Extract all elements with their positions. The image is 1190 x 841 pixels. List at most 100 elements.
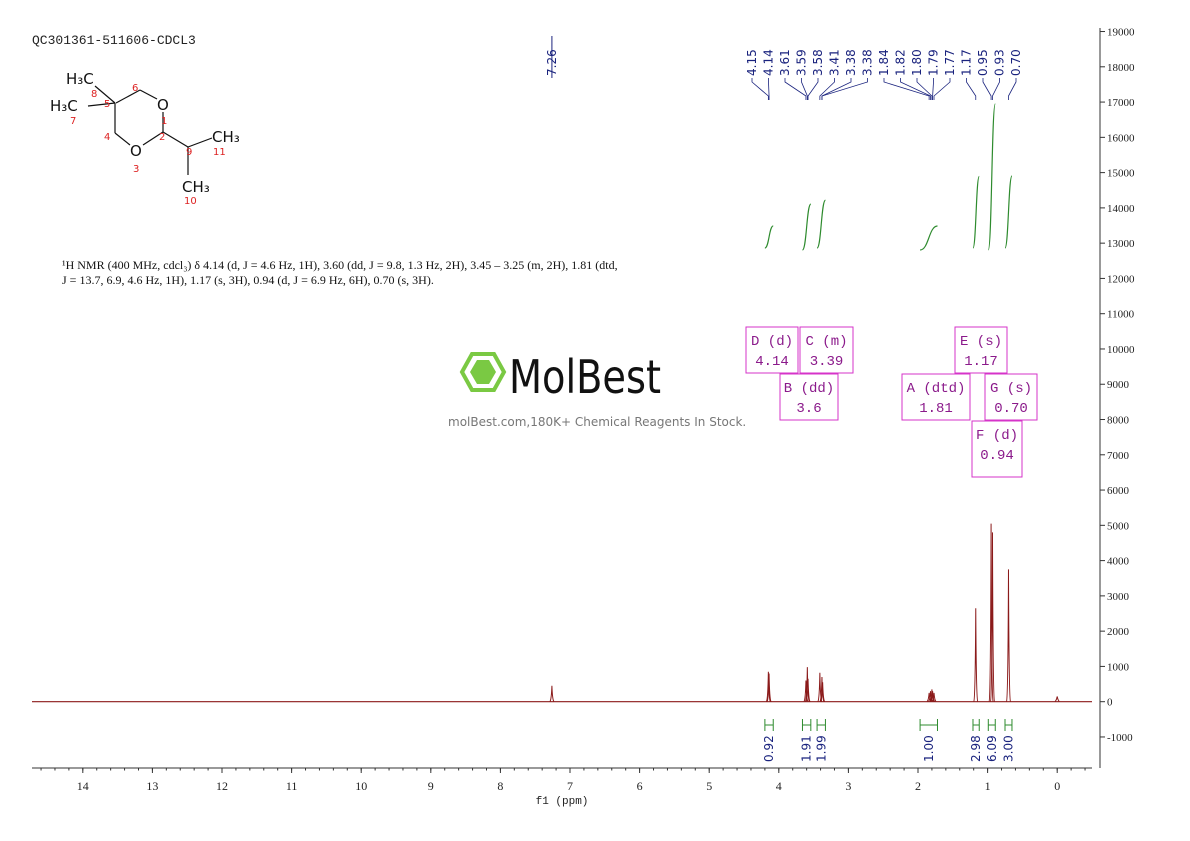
peak-label-connector: [883, 78, 930, 100]
multiplet-box: [954, 326, 1008, 374]
x-tick-label: 9: [428, 779, 434, 793]
x-tick-label: 14: [77, 779, 89, 793]
peak: [930, 691, 936, 702]
peak: [549, 685, 555, 702]
integral-curve: [1004, 175, 1013, 249]
locant: 4: [104, 132, 110, 143]
locant: 8: [91, 89, 97, 100]
integral-bracket: [816, 719, 826, 731]
structure-bonds: [87, 85, 213, 175]
y-tick-label: 17000: [1107, 97, 1135, 109]
integral-label: 2.98: [969, 735, 983, 762]
y-tick-label: 6000: [1107, 485, 1130, 497]
y-tick-label: 16000: [1107, 132, 1135, 144]
peak-label: 3.58: [811, 49, 825, 76]
atom: O: [157, 96, 169, 114]
integral-bracket: [919, 719, 938, 731]
integral-bracket: [801, 719, 812, 731]
atom: H₃C: [66, 70, 94, 88]
y-tick-label: 1000: [1107, 661, 1130, 673]
integral-bracket: [987, 719, 996, 731]
locant: 1: [161, 116, 167, 127]
y-tick-label: 10000: [1107, 344, 1135, 356]
locant: 3: [133, 164, 139, 175]
peak: [988, 523, 994, 702]
x-tick-label: 3: [845, 779, 851, 793]
x-tick-label: 2: [915, 779, 921, 793]
peak-label-connector: [966, 78, 977, 100]
y-tick-label: 0: [1107, 697, 1113, 709]
structure-locants: 8 5 7 6 1 2 4 3 9 11 10: [70, 83, 226, 207]
locant: 9: [186, 147, 192, 158]
multiplet-box: [901, 373, 971, 421]
x-tick-label: 13: [146, 779, 158, 793]
integral-label: 1.99: [814, 735, 828, 762]
peak-label-connector: [768, 78, 770, 100]
peak-label-connector: [784, 78, 807, 100]
x-tick-label: 10: [355, 779, 367, 793]
multiplet-shift: 0.70: [994, 401, 1028, 417]
peak-label: 1.82: [894, 49, 908, 76]
watermark-brand: MolBest: [509, 350, 661, 404]
y-tick-label: 13000: [1107, 238, 1135, 250]
peak-label: 3.59: [795, 49, 809, 76]
multiplet-name: F (d): [976, 428, 1018, 444]
peak: [1005, 569, 1011, 702]
peak-label: 1.77: [943, 49, 957, 76]
peak-label: 3.41: [828, 49, 842, 76]
integral-curve: [816, 199, 827, 249]
atom: CH₃: [182, 178, 210, 196]
integral-bracket: [972, 719, 980, 731]
peak-label-connector: [933, 78, 951, 100]
integral-bracket: [1004, 719, 1013, 731]
x-tick-label: 5: [706, 779, 712, 793]
multiplet-shift: 3.6: [796, 401, 821, 417]
peak-label: 0.70: [1009, 49, 1023, 76]
peak-label: 3.38: [861, 49, 875, 76]
y-tick-label: 15000: [1107, 168, 1135, 180]
multiplet-shift: 0.94: [980, 448, 1014, 464]
peak-label: 4.14: [762, 49, 776, 76]
integral-bracket: [764, 719, 774, 731]
integral-label: 6.09: [985, 735, 999, 762]
y-tick-label: 3000: [1107, 591, 1130, 603]
integral-label: 1.00: [922, 735, 936, 762]
locant: 2: [159, 132, 165, 143]
y-tick-label: 19000: [1107, 27, 1135, 39]
multiplet-box: [779, 373, 839, 421]
locant: 5: [104, 99, 110, 110]
y-tick-label: 5000: [1107, 520, 1130, 532]
peak: [765, 671, 771, 702]
peak-label-connector: [916, 78, 933, 100]
x-tick-label: 4: [776, 779, 782, 793]
peak: [766, 673, 772, 702]
y-tick-label: 7000: [1107, 450, 1130, 462]
chart-title: QC301361-511606-CDCL3: [32, 33, 196, 48]
integral-curve: [972, 175, 980, 249]
peak-label-connector: [992, 78, 1000, 100]
integral-label: 1.91: [800, 735, 814, 762]
integral-label: 3.00: [1001, 735, 1015, 762]
peak-label-connector: [821, 78, 852, 100]
y-tick-label: 12000: [1107, 273, 1135, 285]
atom: O: [130, 142, 142, 160]
x-tick-label: 12: [216, 779, 228, 793]
peak-label-connector: [807, 78, 819, 100]
atom: CH₃: [212, 128, 240, 146]
peak: [1054, 696, 1060, 702]
multiplet-shift: 1.81: [919, 401, 953, 417]
y-tick-label: 8000: [1107, 415, 1130, 427]
nmr-description: ¹H NMR (400 MHz, cdcl₃) δ 4.14 (d, J = 4…: [62, 258, 618, 287]
x-tick-label: 7: [567, 779, 573, 793]
peak-label: 0.95: [976, 49, 990, 76]
peak-label: 1.84: [877, 49, 891, 76]
structure-atoms: H₃C H₃C O O CH₃ CH₃: [50, 70, 240, 196]
peak-label-connector: [801, 78, 808, 100]
peak: [989, 532, 995, 702]
multiplet-name: D (d): [751, 334, 793, 350]
peak-label-connector: [821, 78, 868, 100]
integral-curve: [987, 103, 996, 251]
y-tick-label: 14000: [1107, 203, 1135, 215]
multiplet-name: G (s): [990, 381, 1032, 397]
